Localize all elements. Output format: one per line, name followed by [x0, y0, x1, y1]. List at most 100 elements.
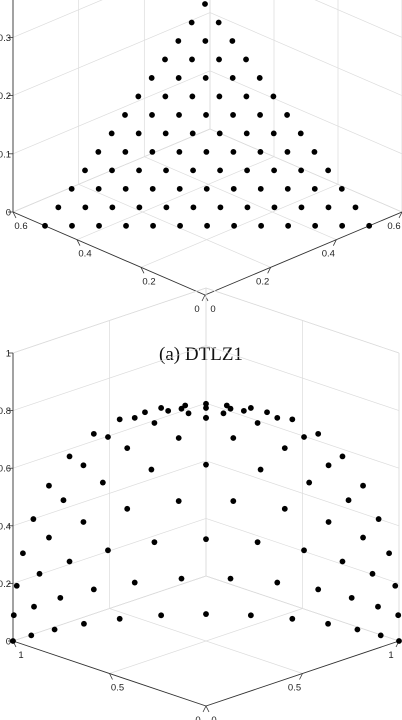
z-tick-label: 0: [6, 637, 11, 648]
grid-line: [12, 70, 211, 155]
x-tick-label: 0: [210, 304, 215, 315]
data-point: [66, 558, 73, 565]
data-point: [348, 594, 355, 601]
x-tick-mark: [109, 673, 113, 680]
data-point: [189, 93, 196, 100]
grid-line: [209, 70, 402, 155]
data-point: [80, 462, 87, 469]
data-point: [202, 38, 209, 44]
data-point: [366, 222, 373, 229]
data-point: [148, 466, 155, 473]
data-point: [202, 75, 209, 81]
y-tick-mark: [202, 705, 207, 713]
data-point: [46, 482, 52, 489]
data-point: [289, 615, 296, 622]
data-point: [149, 185, 156, 192]
data-point: [175, 435, 182, 441]
z-tick-label: 0: [6, 208, 11, 219]
x-axis: [12, 211, 206, 296]
data-point: [177, 222, 183, 229]
data-point: [306, 479, 313, 486]
data-point: [289, 416, 296, 423]
data-point: [81, 620, 87, 627]
data-point: [176, 185, 183, 192]
box-edge: [205, 287, 400, 354]
data-point: [122, 148, 129, 155]
data-point: [158, 612, 165, 619]
box-edge: [12, 287, 207, 354]
data-point: [256, 75, 263, 81]
z-tick-label: 0.2: [0, 91, 11, 102]
data-point: [57, 594, 64, 601]
data-point: [230, 185, 237, 192]
data-point: [20, 550, 26, 557]
data-point: [95, 185, 102, 192]
data-point: [203, 405, 209, 411]
z-tick-label: 0.2: [0, 579, 11, 590]
data-point: [257, 185, 264, 192]
data-point: [258, 222, 265, 229]
data-point: [203, 400, 209, 407]
data-point: [360, 482, 366, 489]
y-tick-label: 0.4: [322, 249, 335, 260]
box-edge: [209, 128, 402, 213]
grid-line: [78, 184, 271, 268]
data-point: [178, 405, 185, 412]
data-point: [165, 407, 172, 414]
plot-dtlz1: 00.20.40.600.20.40.600.10.20.30.40.5: [0, 0, 402, 315]
data-point: [315, 430, 322, 437]
z-tick-label: 0.1: [0, 149, 11, 160]
data-point: [13, 582, 20, 589]
x-tick-mark: [12, 211, 17, 219]
data-point: [325, 462, 332, 469]
data-point: [60, 497, 67, 504]
data-point: [96, 222, 102, 229]
data-point: [247, 612, 254, 619]
caption-dtlz1: (a) DTLZ1: [159, 344, 243, 365]
x-tick-label: 0.2: [142, 276, 155, 287]
data-point: [80, 519, 87, 525]
data-point: [369, 570, 376, 577]
data-point: [345, 497, 352, 504]
data-point: [36, 570, 43, 577]
data-point: [28, 632, 35, 639]
data-point: [131, 414, 138, 421]
x-tick-label: 1: [18, 650, 23, 661]
data-point: [46, 534, 52, 541]
data-point: [254, 420, 261, 426]
data-point: [264, 409, 270, 416]
data-point: [116, 615, 123, 622]
grid-line: [314, 0, 402, 38]
data-point: [227, 575, 234, 582]
data-point: [30, 516, 37, 522]
data-point: [175, 38, 182, 44]
data-point: [284, 148, 291, 155]
data-point: [163, 167, 169, 174]
data-point: [217, 204, 224, 211]
y-tick-mark: [201, 294, 206, 302]
data-point: [31, 603, 37, 610]
data-point: [108, 130, 115, 137]
data-point: [150, 222, 156, 229]
grid-line: [209, 12, 402, 96]
data-point: [284, 112, 290, 118]
x-tick-mark: [205, 705, 210, 713]
data-point: [285, 222, 292, 229]
data-point: [271, 167, 277, 174]
data-point: [375, 516, 382, 522]
data-point: [90, 586, 97, 593]
data-point: [230, 148, 237, 155]
data-point: [315, 586, 322, 593]
data-point: [95, 148, 102, 155]
data-point: [42, 222, 48, 229]
data-point: [281, 445, 288, 452]
data-point: [203, 461, 209, 468]
data-point: [163, 204, 170, 211]
z-tick-label: 0.4: [0, 521, 11, 532]
data-point: [325, 204, 332, 211]
data-point: [82, 204, 89, 211]
y-tick-mark: [332, 239, 337, 246]
grid-line: [109, 608, 303, 674]
